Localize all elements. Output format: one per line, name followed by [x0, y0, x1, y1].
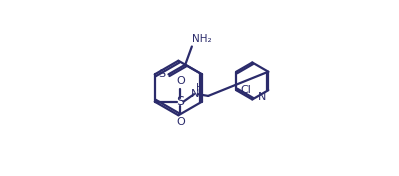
- Text: NH₂: NH₂: [192, 34, 212, 44]
- Text: N: N: [258, 92, 267, 102]
- Text: H: H: [196, 83, 203, 93]
- Text: O: O: [176, 76, 185, 86]
- Text: N: N: [191, 89, 199, 99]
- Text: S: S: [158, 69, 165, 79]
- Text: S: S: [176, 95, 184, 108]
- Text: Cl: Cl: [240, 85, 251, 95]
- Text: O: O: [176, 118, 185, 127]
